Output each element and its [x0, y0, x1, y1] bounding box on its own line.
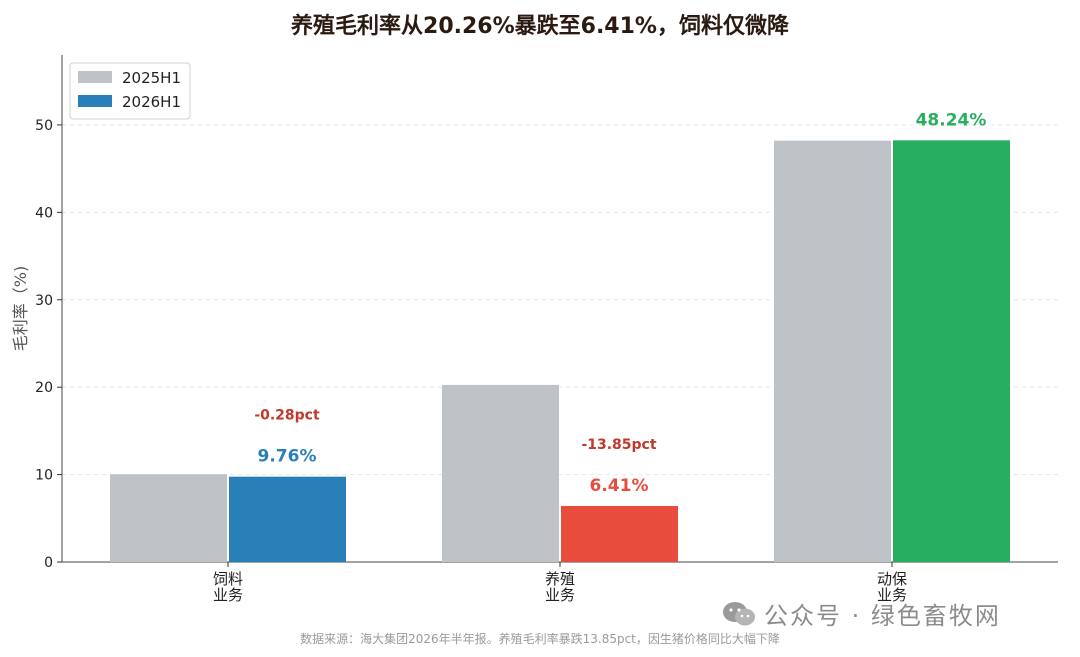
value-label: 48.24%	[916, 110, 987, 130]
legend-label: 2026H1	[122, 93, 181, 111]
chart-title: 养殖毛利率从20.26%暴跌至6.41%，饲料仅微降	[291, 14, 789, 39]
x-tick-label: 动保	[877, 570, 907, 588]
x-tick-label: 业务	[213, 586, 243, 604]
y-tick-label: 0	[44, 555, 53, 571]
data-labels: 9.76% -0.28pct 6.41% -13.85pct 48.24%	[254, 110, 986, 496]
watermark: 公众号 · 绿色畜牧网	[722, 596, 1001, 631]
wechat-icon	[723, 601, 755, 625]
y-axis-label: 毛利率（%)	[11, 266, 30, 351]
y-tick-label: 30	[35, 293, 53, 309]
x-tick-label: 业务	[545, 586, 575, 604]
change-label: -13.85pct	[581, 437, 656, 453]
bar-2025h1	[110, 474, 227, 562]
y-tick-label: 20	[35, 380, 53, 396]
legend: 2025H1 2026H1	[69, 62, 191, 120]
legend-swatch	[78, 95, 112, 107]
legend-swatch	[78, 71, 112, 83]
y-tick-label: 10	[35, 468, 53, 484]
x-tick-label: 养殖	[545, 570, 575, 588]
bar-2025h1	[774, 140, 891, 562]
value-label: 6.41%	[590, 476, 649, 496]
value-label: 9.76%	[258, 447, 317, 467]
bar-2026h1	[893, 140, 1010, 562]
y-tick-label: 50	[35, 118, 53, 134]
change-label: -0.28pct	[254, 408, 320, 424]
source-note: 数据来源：海大集团2026年半年报。养殖毛利率暴跌13.85pct，因生猪价格同…	[300, 632, 780, 646]
watermark-text: 公众号 · 绿色畜牧网	[764, 602, 1001, 630]
legend-label: 2025H1	[122, 69, 181, 87]
gridlines	[62, 124, 1058, 476]
x-tick-label: 饲料	[213, 570, 243, 588]
bar-2026h1	[561, 505, 678, 562]
bar-2026h1	[229, 476, 346, 562]
x-tick-label: 业务	[877, 586, 907, 604]
bar-2025h1	[442, 384, 559, 562]
bars	[110, 140, 1010, 562]
y-tick-label: 40	[35, 205, 53, 221]
